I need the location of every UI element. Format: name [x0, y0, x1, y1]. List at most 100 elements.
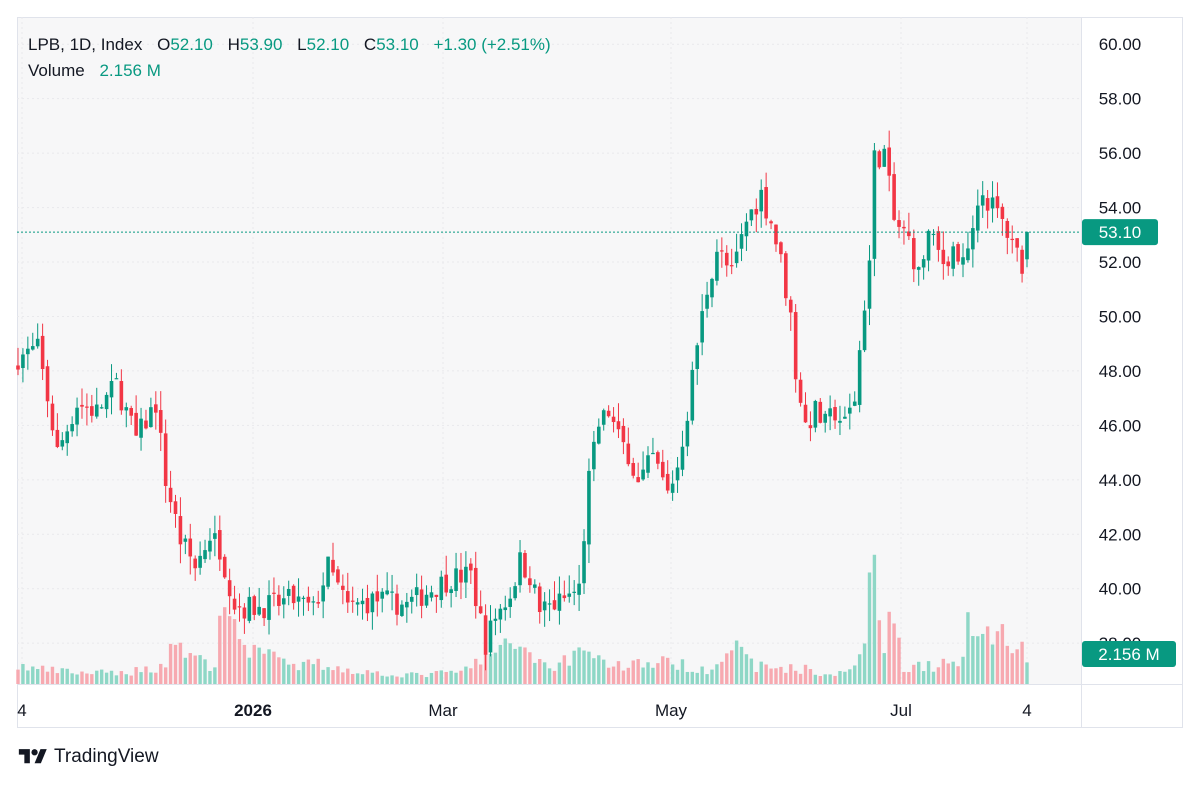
candle-body — [429, 592, 434, 598]
candle-body — [803, 404, 808, 423]
candle-body — [232, 598, 237, 610]
candle-body — [788, 299, 793, 313]
candle-body — [419, 589, 424, 606]
volume-bar — [21, 664, 25, 684]
candle-body — [375, 591, 380, 602]
price-tick-label: 40.00 — [1099, 580, 1142, 599]
candle-body — [1020, 249, 1024, 274]
candle-body — [729, 265, 734, 267]
candle-body — [966, 248, 970, 261]
volume-bar — [306, 659, 311, 684]
candle-body — [459, 569, 463, 583]
volume-bar — [350, 673, 355, 684]
candle-body — [109, 381, 114, 398]
candle-body — [744, 221, 749, 237]
volume-bar — [129, 675, 133, 684]
volume-bar — [223, 607, 227, 684]
candle-body — [311, 601, 316, 603]
volume-bar — [296, 670, 301, 684]
candle-body — [680, 446, 685, 470]
candle-body — [616, 421, 621, 430]
candle-body — [291, 585, 296, 604]
candle-body — [444, 574, 449, 593]
brand-name: TradingView — [54, 746, 159, 767]
candle-body — [178, 516, 183, 545]
volume-bar — [587, 651, 591, 684]
volume-bar — [272, 651, 276, 684]
candle-body — [247, 596, 252, 621]
candle-body — [341, 585, 345, 590]
candle-body — [892, 174, 896, 220]
candle-body — [114, 378, 119, 380]
candle-body — [700, 311, 704, 343]
candle-body — [582, 541, 586, 584]
volume-bar — [779, 666, 783, 684]
candle-body — [75, 407, 79, 425]
legend-price-row: LPB, 1D, Index O52.10 H53.90 L52.10 C53.… — [28, 32, 551, 58]
volume-bar — [237, 639, 242, 684]
volume-bar — [789, 664, 793, 684]
candle-body — [715, 251, 719, 281]
price-tick-label: 42.00 — [1099, 525, 1142, 544]
volume-bar — [971, 636, 975, 684]
volume-bar — [213, 667, 217, 684]
volume-bar — [173, 644, 178, 684]
volume-bar — [670, 664, 675, 684]
tradingview-brand[interactable]: TradingView — [18, 746, 159, 768]
candle-body — [931, 233, 936, 236]
candle-body — [483, 615, 488, 655]
volume-bar — [424, 677, 429, 684]
price-tick-label: 58.00 — [1099, 90, 1142, 109]
candle-body — [641, 469, 645, 480]
volume-bar — [823, 674, 827, 684]
volume-bar — [449, 670, 453, 684]
volume-bar — [921, 671, 926, 684]
volume-bar — [80, 671, 84, 684]
candle-body — [257, 606, 261, 615]
candle-body — [818, 401, 823, 423]
volume-bar — [326, 667, 330, 684]
candle-body — [449, 589, 453, 594]
volume-bar — [50, 666, 55, 684]
candle-body — [882, 148, 887, 167]
volume-bar — [75, 674, 79, 684]
price-tick-label: 60.00 — [1099, 35, 1142, 54]
volume-bar — [31, 666, 35, 684]
volume-bar — [287, 664, 291, 684]
volume-bar — [513, 648, 517, 684]
candle-body — [533, 584, 537, 588]
candle-body — [1025, 232, 1029, 260]
volume-bar — [119, 671, 124, 684]
volume-bar — [985, 626, 990, 684]
candle-body — [16, 365, 20, 370]
volume-bar — [159, 663, 163, 684]
volume-bar — [355, 673, 360, 684]
legend-high: 53.90 — [239, 35, 283, 54]
volume-bar — [336, 666, 340, 684]
volume-bar — [862, 643, 867, 684]
volume-bar — [951, 661, 955, 684]
candle-body — [134, 412, 138, 436]
candle-body — [887, 147, 891, 176]
legend-open-label: O — [157, 35, 171, 54]
volume-bar — [218, 615, 222, 684]
volume-bar — [946, 663, 950, 684]
candle-body — [769, 221, 773, 224]
candle-body — [833, 407, 837, 421]
candle-body — [956, 244, 960, 262]
candle-body — [139, 418, 143, 438]
volume-bar — [40, 665, 45, 684]
volume-bar — [139, 672, 143, 684]
candle-body — [572, 591, 576, 593]
volume-bar — [877, 620, 882, 684]
candle-body — [784, 253, 788, 299]
candle-body — [237, 606, 242, 608]
candle-body — [193, 558, 197, 569]
volume-bar — [99, 669, 104, 684]
volume-bar — [976, 636, 980, 684]
candle-body — [183, 538, 188, 542]
legend-close-label: C — [363, 35, 377, 54]
candle-body — [104, 394, 109, 410]
